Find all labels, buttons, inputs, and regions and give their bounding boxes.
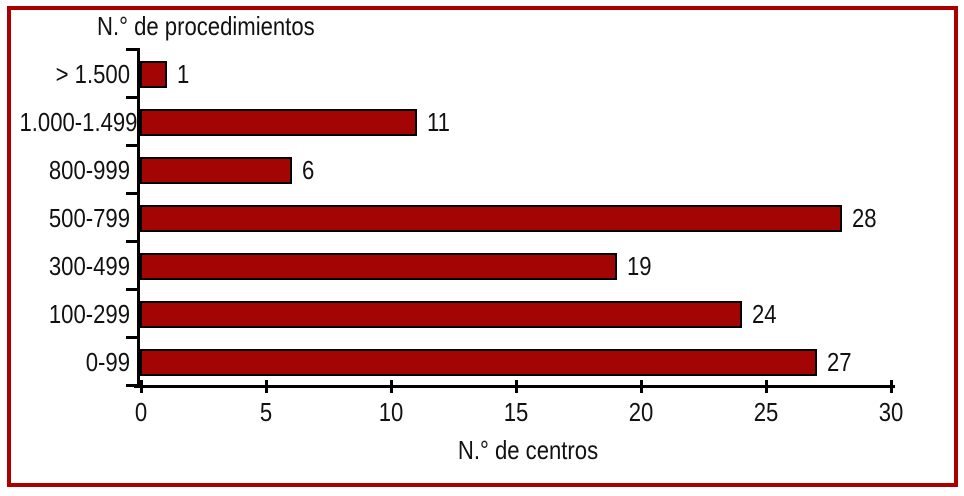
x-axis-title: N.° de centros	[457, 435, 599, 465]
x-axis-tick-label: 20	[628, 397, 654, 427]
chart-title: N.° de procedimientos	[97, 11, 315, 41]
y-axis-tick	[126, 144, 140, 147]
x-axis-tick	[765, 380, 768, 393]
bar	[140, 61, 167, 88]
x-axis-tick	[390, 380, 393, 393]
x-axis-tick	[640, 380, 643, 393]
category-label: 1.000-1.499	[19, 107, 138, 137]
bar-value-label: 11	[427, 107, 450, 137]
figure-border-frame	[7, 6, 958, 487]
bar	[140, 157, 292, 184]
bar	[140, 253, 617, 280]
y-axis-tick	[126, 48, 140, 51]
x-axis-tick	[515, 380, 518, 393]
y-axis-tick	[126, 240, 140, 243]
category-label: 300-499	[48, 251, 131, 281]
x-axis-tick-label: 5	[259, 397, 273, 427]
x-axis-tick	[265, 380, 268, 393]
bar-value-label: 28	[852, 203, 877, 233]
x-axis-tick-label: 15	[503, 397, 529, 427]
y-axis-tick	[126, 96, 140, 99]
x-axis-line	[134, 385, 895, 388]
y-axis-tick	[126, 192, 140, 195]
bar	[140, 205, 842, 232]
y-axis-line	[137, 50, 140, 388]
bar	[140, 109, 417, 136]
y-axis-tick	[126, 384, 140, 387]
x-axis-tick-label: 0	[134, 397, 148, 427]
bar-value-label: 1	[177, 59, 190, 89]
category-label: 0-99	[85, 347, 130, 377]
x-axis-tick-label: 30	[878, 397, 904, 427]
bar-value-label: 24	[752, 299, 777, 329]
category-label: 800-999	[48, 155, 131, 185]
bar	[140, 301, 742, 328]
category-label: > 1.500	[55, 59, 130, 89]
y-axis-tick	[126, 288, 140, 291]
bar-value-label: 19	[627, 251, 652, 281]
x-axis-tick-label: 25	[753, 397, 779, 427]
x-axis-tick-label: 10	[378, 397, 404, 427]
x-axis-tick	[140, 380, 143, 393]
bar-value-label: 27	[827, 347, 852, 377]
category-label: 100-299	[48, 299, 131, 329]
y-axis-tick	[126, 336, 140, 339]
category-label: 500-799	[48, 203, 131, 233]
bar	[140, 349, 817, 376]
bar-value-label: 6	[302, 155, 315, 185]
x-axis-tick	[890, 380, 893, 393]
